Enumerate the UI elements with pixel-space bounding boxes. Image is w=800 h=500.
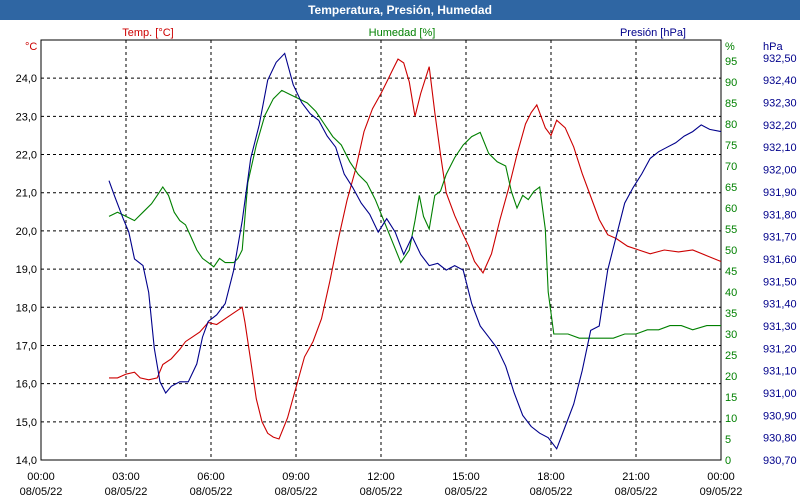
tick-label-x-time: 18:00: [537, 471, 565, 483]
tick-label-hum: 15: [725, 392, 737, 404]
tick-label-temp: 20,0: [16, 226, 37, 238]
tick-label-pres: 931,10: [763, 366, 797, 378]
tick-label-pres: 931,40: [763, 299, 797, 311]
tick-label-hum: 90: [725, 77, 737, 89]
tick-label-hum: 60: [725, 203, 737, 215]
tick-label-pres: 932,40: [763, 75, 797, 87]
tick-label-hum: 10: [725, 413, 737, 425]
tick-label-temp: 23,0: [16, 111, 37, 123]
tick-label-temp: 21,0: [16, 188, 37, 200]
tick-label-temp: 14,0: [16, 455, 37, 467]
tick-label-temp: 24,0: [16, 73, 37, 85]
tick-label-hum: 30: [725, 329, 737, 341]
tick-label-x-time: 00:00: [707, 471, 735, 483]
tick-label-pres: 932,50: [763, 53, 797, 65]
tick-label-hum: 70: [725, 161, 737, 173]
tick-label-pres: 931,60: [763, 254, 797, 266]
tick-label-temp: 18,0: [16, 302, 37, 314]
tick-label-x-time: 12:00: [367, 471, 395, 483]
series-line-hum: [108, 89, 721, 339]
tick-label-hum: 40: [725, 287, 737, 299]
plot-frame: [40, 39, 722, 461]
tick-label-pres: 930,80: [763, 433, 797, 445]
tick-label-x-date: 08/05/22: [105, 486, 148, 498]
tick-label-pres: 931,30: [763, 321, 797, 333]
tick-label-pres: 930,70: [763, 455, 797, 467]
tick-label-x-date: 08/05/22: [20, 486, 63, 498]
tick-label-hum: 45: [725, 266, 737, 278]
tick-label-hum: 55: [725, 224, 737, 236]
tick-label-temp: 19,0: [16, 264, 37, 276]
tick-label-hum: 80: [725, 119, 737, 131]
tick-label-x-time: 15:00: [452, 471, 480, 483]
tick-label-pres: 932,00: [763, 165, 797, 177]
chart-canvas: 14,0 15,0 16,0 17,0 18,0 19,0 20,0 21,0 22,0 23,0…: [16, 27, 797, 498]
tick-label-pres: 930,90: [763, 410, 797, 422]
axis-unit-pres: hPa: [763, 41, 783, 53]
tick-label-temp: 15,0: [16, 417, 37, 429]
tick-label-hum: 20: [725, 371, 737, 383]
tick-label-pres: 931,90: [763, 187, 797, 199]
tick-label-temp: 17,0: [16, 340, 37, 352]
legend-hum: Humedad [%]: [369, 27, 436, 39]
tick-label-x-date: 08/05/22: [190, 486, 233, 498]
tick-label-pres: 931,00: [763, 388, 797, 400]
tick-label-x-date: 08/05/22: [530, 486, 573, 498]
tick-label-hum: 5: [725, 434, 731, 446]
tick-label-x-date: 08/05/22: [275, 486, 318, 498]
tick-label-x-time: 00:00: [27, 471, 55, 483]
tick-label-x-time: 06:00: [197, 471, 225, 483]
tick-label-x-date: 08/05/22: [445, 486, 488, 498]
series-line-pres: [108, 52, 722, 450]
tick-label-pres: 931,20: [763, 343, 797, 355]
tick-label-x-date: 08/05/22: [615, 486, 658, 498]
axis-unit-hum: %: [725, 41, 735, 53]
axis-unit-temp: °C: [25, 41, 37, 53]
tick-label-hum: 85: [725, 98, 737, 110]
tick-label-pres: 932,20: [763, 120, 797, 132]
tick-label-x-date: 08/05/22: [360, 486, 403, 498]
tick-label-x-date: 09/05/22: [700, 486, 743, 498]
tick-label-x-time: 03:00: [112, 471, 140, 483]
tick-label-hum: 65: [725, 182, 737, 194]
tick-label-pres: 931,70: [763, 232, 797, 244]
tick-label-x-time: 21:00: [622, 471, 650, 483]
tick-label-pres: 931,50: [763, 276, 797, 288]
chart-title: Temperatura, Presión, Humedad: [0, 0, 800, 20]
legend-pres: Presión [hPa]: [620, 27, 686, 39]
tick-label-hum: 35: [725, 308, 737, 320]
tick-label-pres: 932,30: [763, 98, 797, 110]
tick-label-pres: 931,80: [763, 209, 797, 221]
tick-label-x-time: 09:00: [282, 471, 310, 483]
tick-label-hum: 25: [725, 350, 737, 362]
tick-label-hum: 0: [725, 455, 731, 467]
tick-label-temp: 16,0: [16, 379, 37, 391]
tick-label-pres: 932,10: [763, 142, 797, 154]
legend-temp: Temp. [°C]: [122, 27, 173, 39]
tick-label-hum: 75: [725, 140, 737, 152]
tick-label-hum: 50: [725, 245, 737, 257]
tick-label-hum: 95: [725, 56, 737, 68]
tick-label-temp: 22,0: [16, 150, 37, 162]
